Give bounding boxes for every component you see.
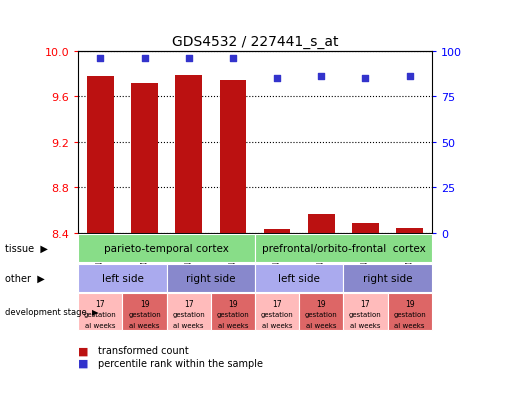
- Point: [406, 74, 414, 81]
- Text: 19: 19: [228, 299, 238, 308]
- Bar: [308, 214, 334, 233]
- Text: al weeks: al weeks: [174, 323, 204, 328]
- Bar: [343, 264, 432, 292]
- Text: al weeks: al weeks: [218, 323, 248, 328]
- Point: [140, 56, 148, 62]
- Text: gestation: gestation: [261, 311, 293, 318]
- Bar: [255, 235, 432, 263]
- Text: gestation: gestation: [172, 311, 205, 318]
- Text: ■: ■: [78, 358, 89, 368]
- Bar: [78, 264, 167, 292]
- Text: 17: 17: [361, 299, 370, 308]
- Point: [96, 56, 105, 62]
- Point: [273, 76, 281, 82]
- Point: [229, 56, 237, 62]
- Text: gestation: gestation: [128, 311, 161, 318]
- Bar: [131, 83, 158, 233]
- Bar: [388, 293, 432, 330]
- Text: other  ▶: other ▶: [5, 273, 45, 283]
- Bar: [176, 76, 202, 233]
- Text: al weeks: al weeks: [394, 323, 425, 328]
- Text: al weeks: al weeks: [306, 323, 336, 328]
- Text: parieto-temporal cortex: parieto-temporal cortex: [104, 244, 229, 254]
- Text: gestation: gestation: [217, 311, 249, 318]
- Bar: [343, 293, 388, 330]
- Text: 17: 17: [95, 299, 105, 308]
- Text: gestation: gestation: [349, 311, 382, 318]
- Text: 17: 17: [272, 299, 282, 308]
- Text: 19: 19: [405, 299, 415, 308]
- Point: [317, 74, 325, 81]
- Text: gestation: gestation: [84, 311, 117, 318]
- Text: ■: ■: [78, 345, 89, 355]
- Text: prefrontal/orbito-frontal  cortex: prefrontal/orbito-frontal cortex: [262, 244, 425, 254]
- Text: percentile rank within the sample: percentile rank within the sample: [98, 358, 264, 368]
- Bar: [211, 293, 255, 330]
- Bar: [220, 81, 246, 233]
- Text: right side: right side: [363, 273, 413, 283]
- Text: 19: 19: [140, 299, 149, 308]
- Title: GDS4532 / 227441_s_at: GDS4532 / 227441_s_at: [172, 35, 338, 49]
- Text: al weeks: al weeks: [350, 323, 381, 328]
- Bar: [352, 223, 379, 233]
- Text: 19: 19: [317, 299, 326, 308]
- Bar: [87, 77, 114, 233]
- Bar: [396, 229, 423, 233]
- Text: left side: left side: [102, 273, 143, 283]
- Point: [362, 76, 370, 82]
- Bar: [167, 293, 211, 330]
- Bar: [264, 230, 290, 233]
- Bar: [167, 264, 255, 292]
- Text: transformed count: transformed count: [98, 345, 189, 355]
- Text: 17: 17: [184, 299, 193, 308]
- Bar: [123, 293, 167, 330]
- Text: al weeks: al weeks: [85, 323, 116, 328]
- Bar: [255, 293, 299, 330]
- Bar: [255, 264, 343, 292]
- Text: gestation: gestation: [305, 311, 338, 318]
- Text: left side: left side: [278, 273, 320, 283]
- Text: al weeks: al weeks: [129, 323, 160, 328]
- Bar: [299, 293, 343, 330]
- Text: al weeks: al weeks: [262, 323, 292, 328]
- Point: [185, 56, 193, 62]
- Bar: [78, 235, 255, 263]
- Bar: [78, 293, 123, 330]
- Text: right side: right side: [186, 273, 236, 283]
- Text: gestation: gestation: [393, 311, 426, 318]
- Text: development stage  ▶: development stage ▶: [5, 307, 98, 316]
- Text: tissue  ▶: tissue ▶: [5, 244, 48, 254]
